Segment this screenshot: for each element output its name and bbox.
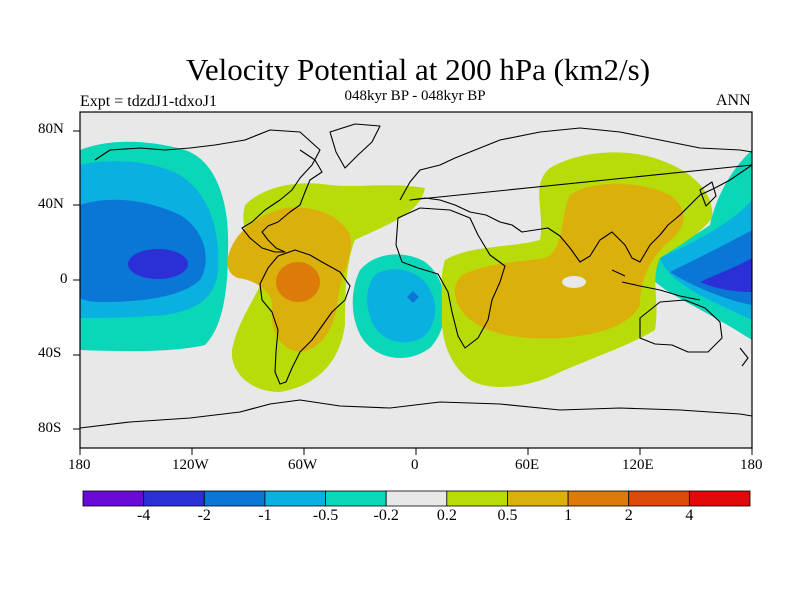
colorbar-swatch: [446, 490, 508, 507]
contour-atlantic-l3: [407, 291, 419, 303]
coast-australia: [639, 299, 723, 353]
chart-title: Velocity Potential at 200 hPa (km2/s): [185, 52, 651, 87]
coast-indonesia: [611, 269, 701, 301]
coastlines: [80, 123, 752, 429]
contour-wpacific-l4: [700, 258, 752, 292]
coast-south-america: [259, 249, 351, 385]
coast-north-america: [94, 129, 323, 253]
lat-tick-label: 80N: [38, 121, 64, 137]
lat-tick-label: 40N: [38, 196, 64, 212]
colorbar-tick-label: 1: [564, 507, 573, 524]
colorbar-tick-label: 2: [624, 507, 633, 524]
coast-europe-asia: [399, 127, 752, 263]
contour-atlantic-l2: [367, 269, 436, 343]
colorbar-swatch: [628, 490, 690, 507]
colorbar-swatch: [143, 490, 205, 507]
coast-africa: [395, 207, 506, 349]
lon-tick-label: 120E: [622, 457, 654, 473]
lon-tick-label: 60W: [288, 457, 318, 473]
colorbar-swatch: [567, 490, 630, 507]
lon-tick-label: 0: [411, 457, 419, 473]
colorbar-tick-label: -2: [197, 507, 211, 524]
lat-tick-label: 0: [60, 271, 68, 287]
colorbar-tick-label: 4: [685, 507, 694, 524]
coast-japan: [699, 181, 717, 207]
lon-tick-label: 180: [740, 457, 763, 473]
chart-subtitle: 048kyr BP - 048kyr BP: [344, 88, 486, 104]
lat-tick-label: 80S: [38, 420, 62, 436]
coast-antarctica: [80, 399, 752, 429]
contour-afasia-l2: [454, 183, 684, 339]
coast-newzealand: [739, 347, 749, 367]
colorbar-swatch: [385, 490, 448, 507]
colorbar-swatch: [82, 490, 145, 507]
experiment-label: Expt = tdzdJ1-tdxoJ1: [80, 93, 218, 110]
colorbar-swatch: [507, 490, 569, 507]
lon-tick-label: 60E: [515, 457, 540, 473]
colorbar-tick-label: -4: [136, 507, 151, 524]
lon-tick-label: 120W: [172, 457, 209, 473]
colorbar-swatch: [688, 490, 751, 507]
colorbar-swatch: [264, 490, 326, 507]
colorbar-swatch: [203, 490, 266, 507]
colorbar-tick-label: -0.2: [373, 507, 399, 524]
season-label: ANN: [716, 92, 751, 109]
axis-ticks: [73, 130, 753, 455]
contour-pacific-l4: [128, 249, 188, 279]
contour-fill-layer: [80, 112, 752, 448]
colorbar-tick-label: 0.5: [497, 507, 518, 524]
colorbar-tick-label: -1: [258, 507, 272, 524]
colorbar-tick-label: 0.2: [436, 507, 457, 524]
lat-tick-label: 40S: [38, 345, 62, 361]
contour-afasia-hole: [562, 276, 586, 288]
colorbar-tick-label: -0.5: [312, 507, 339, 524]
coast-greenland: [329, 123, 381, 169]
colorbar: [82, 490, 751, 507]
lon-tick-label: 180: [68, 457, 91, 473]
contour-americas-l3: [276, 262, 320, 302]
colorbar-swatch: [325, 490, 387, 507]
